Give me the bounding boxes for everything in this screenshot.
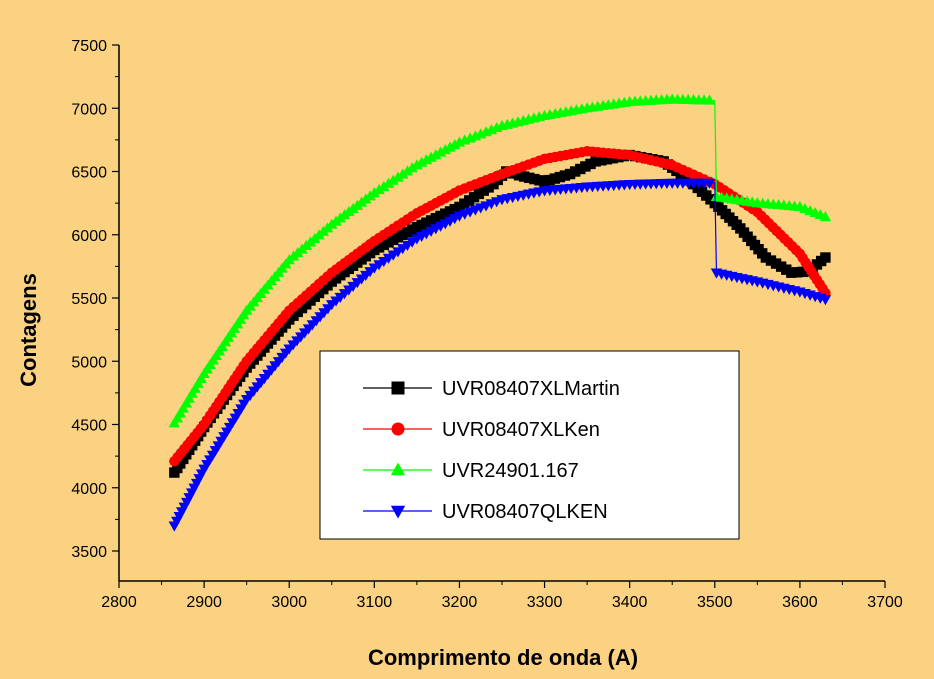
x-tick-label: 3000 xyxy=(271,594,307,611)
x-tick-label: 3200 xyxy=(442,594,478,611)
data-point xyxy=(797,266,808,278)
x-tick-label: 3100 xyxy=(357,594,393,611)
axes: 2800 2900 3000 3100 3200 3300 3400 3500 3600 3700… xyxy=(71,38,902,611)
x-tick-label: 3600 xyxy=(782,594,818,611)
legend-item: UVR08407XLKen xyxy=(363,419,600,441)
data-point xyxy=(596,155,607,166)
data-point xyxy=(819,295,832,306)
legend-label: UVR08407XLKen xyxy=(442,419,600,441)
legend-marker xyxy=(390,462,406,476)
y-tick-label: 5500 xyxy=(71,291,107,308)
data-point xyxy=(601,154,613,165)
series-3 xyxy=(168,93,832,428)
legend-item: UVR08407QLKEN xyxy=(363,501,608,523)
x-tick-label: 3700 xyxy=(867,594,903,611)
data-point xyxy=(392,171,404,182)
legend-marker xyxy=(391,422,405,436)
y-tick-label: 5000 xyxy=(71,354,107,371)
legend-label: UVR08407QLKEN xyxy=(442,501,608,523)
legend: UVR08407XLMartin UVR08407XLKen UVR24901.16… xyxy=(319,350,740,540)
data-point xyxy=(590,156,601,167)
data-point xyxy=(387,174,399,185)
legend-label: UVR24901.167 xyxy=(442,460,579,482)
y-tick-label: 7500 xyxy=(71,38,107,55)
data-point xyxy=(378,180,390,191)
data-point xyxy=(373,183,385,195)
x-tick-label: 3400 xyxy=(612,594,648,611)
y-tick-label: 3500 xyxy=(71,544,107,561)
data-point xyxy=(820,252,831,263)
y-tick-label: 4500 xyxy=(71,418,107,435)
series-4 xyxy=(168,178,832,532)
data-point xyxy=(819,211,832,222)
data-point xyxy=(703,178,716,189)
y-axis-title: Contagens xyxy=(16,273,41,387)
series-layer xyxy=(168,93,832,532)
data-point xyxy=(791,267,803,278)
series-2 xyxy=(169,146,831,467)
legend-marker xyxy=(391,381,405,395)
x-tick-label: 3300 xyxy=(527,594,563,611)
legend-item: UVR24901.167 xyxy=(363,460,579,482)
y-tick-label: 4000 xyxy=(71,481,107,498)
x-tick-label: 2900 xyxy=(186,594,222,611)
data-point xyxy=(401,165,414,176)
legend-marker xyxy=(390,505,406,519)
data-point xyxy=(703,94,716,105)
x-axis-title: Comprimento de onda (A) xyxy=(368,645,638,670)
legend-label: UVR08407XLMartin xyxy=(442,378,620,400)
y-tick-label: 7000 xyxy=(71,101,107,118)
data-point xyxy=(396,168,409,179)
data-point xyxy=(406,162,418,173)
x-tick-label: 3500 xyxy=(697,594,733,611)
legend-item: UVR08407XLMartin xyxy=(363,378,620,400)
data-point xyxy=(786,267,797,278)
legend-box xyxy=(319,350,740,540)
y-tick-label: 6000 xyxy=(71,228,107,245)
data-point xyxy=(382,177,395,188)
x-tick-label: 2800 xyxy=(101,594,137,611)
y-tick-label: 6500 xyxy=(71,165,107,182)
data-point xyxy=(368,187,381,198)
